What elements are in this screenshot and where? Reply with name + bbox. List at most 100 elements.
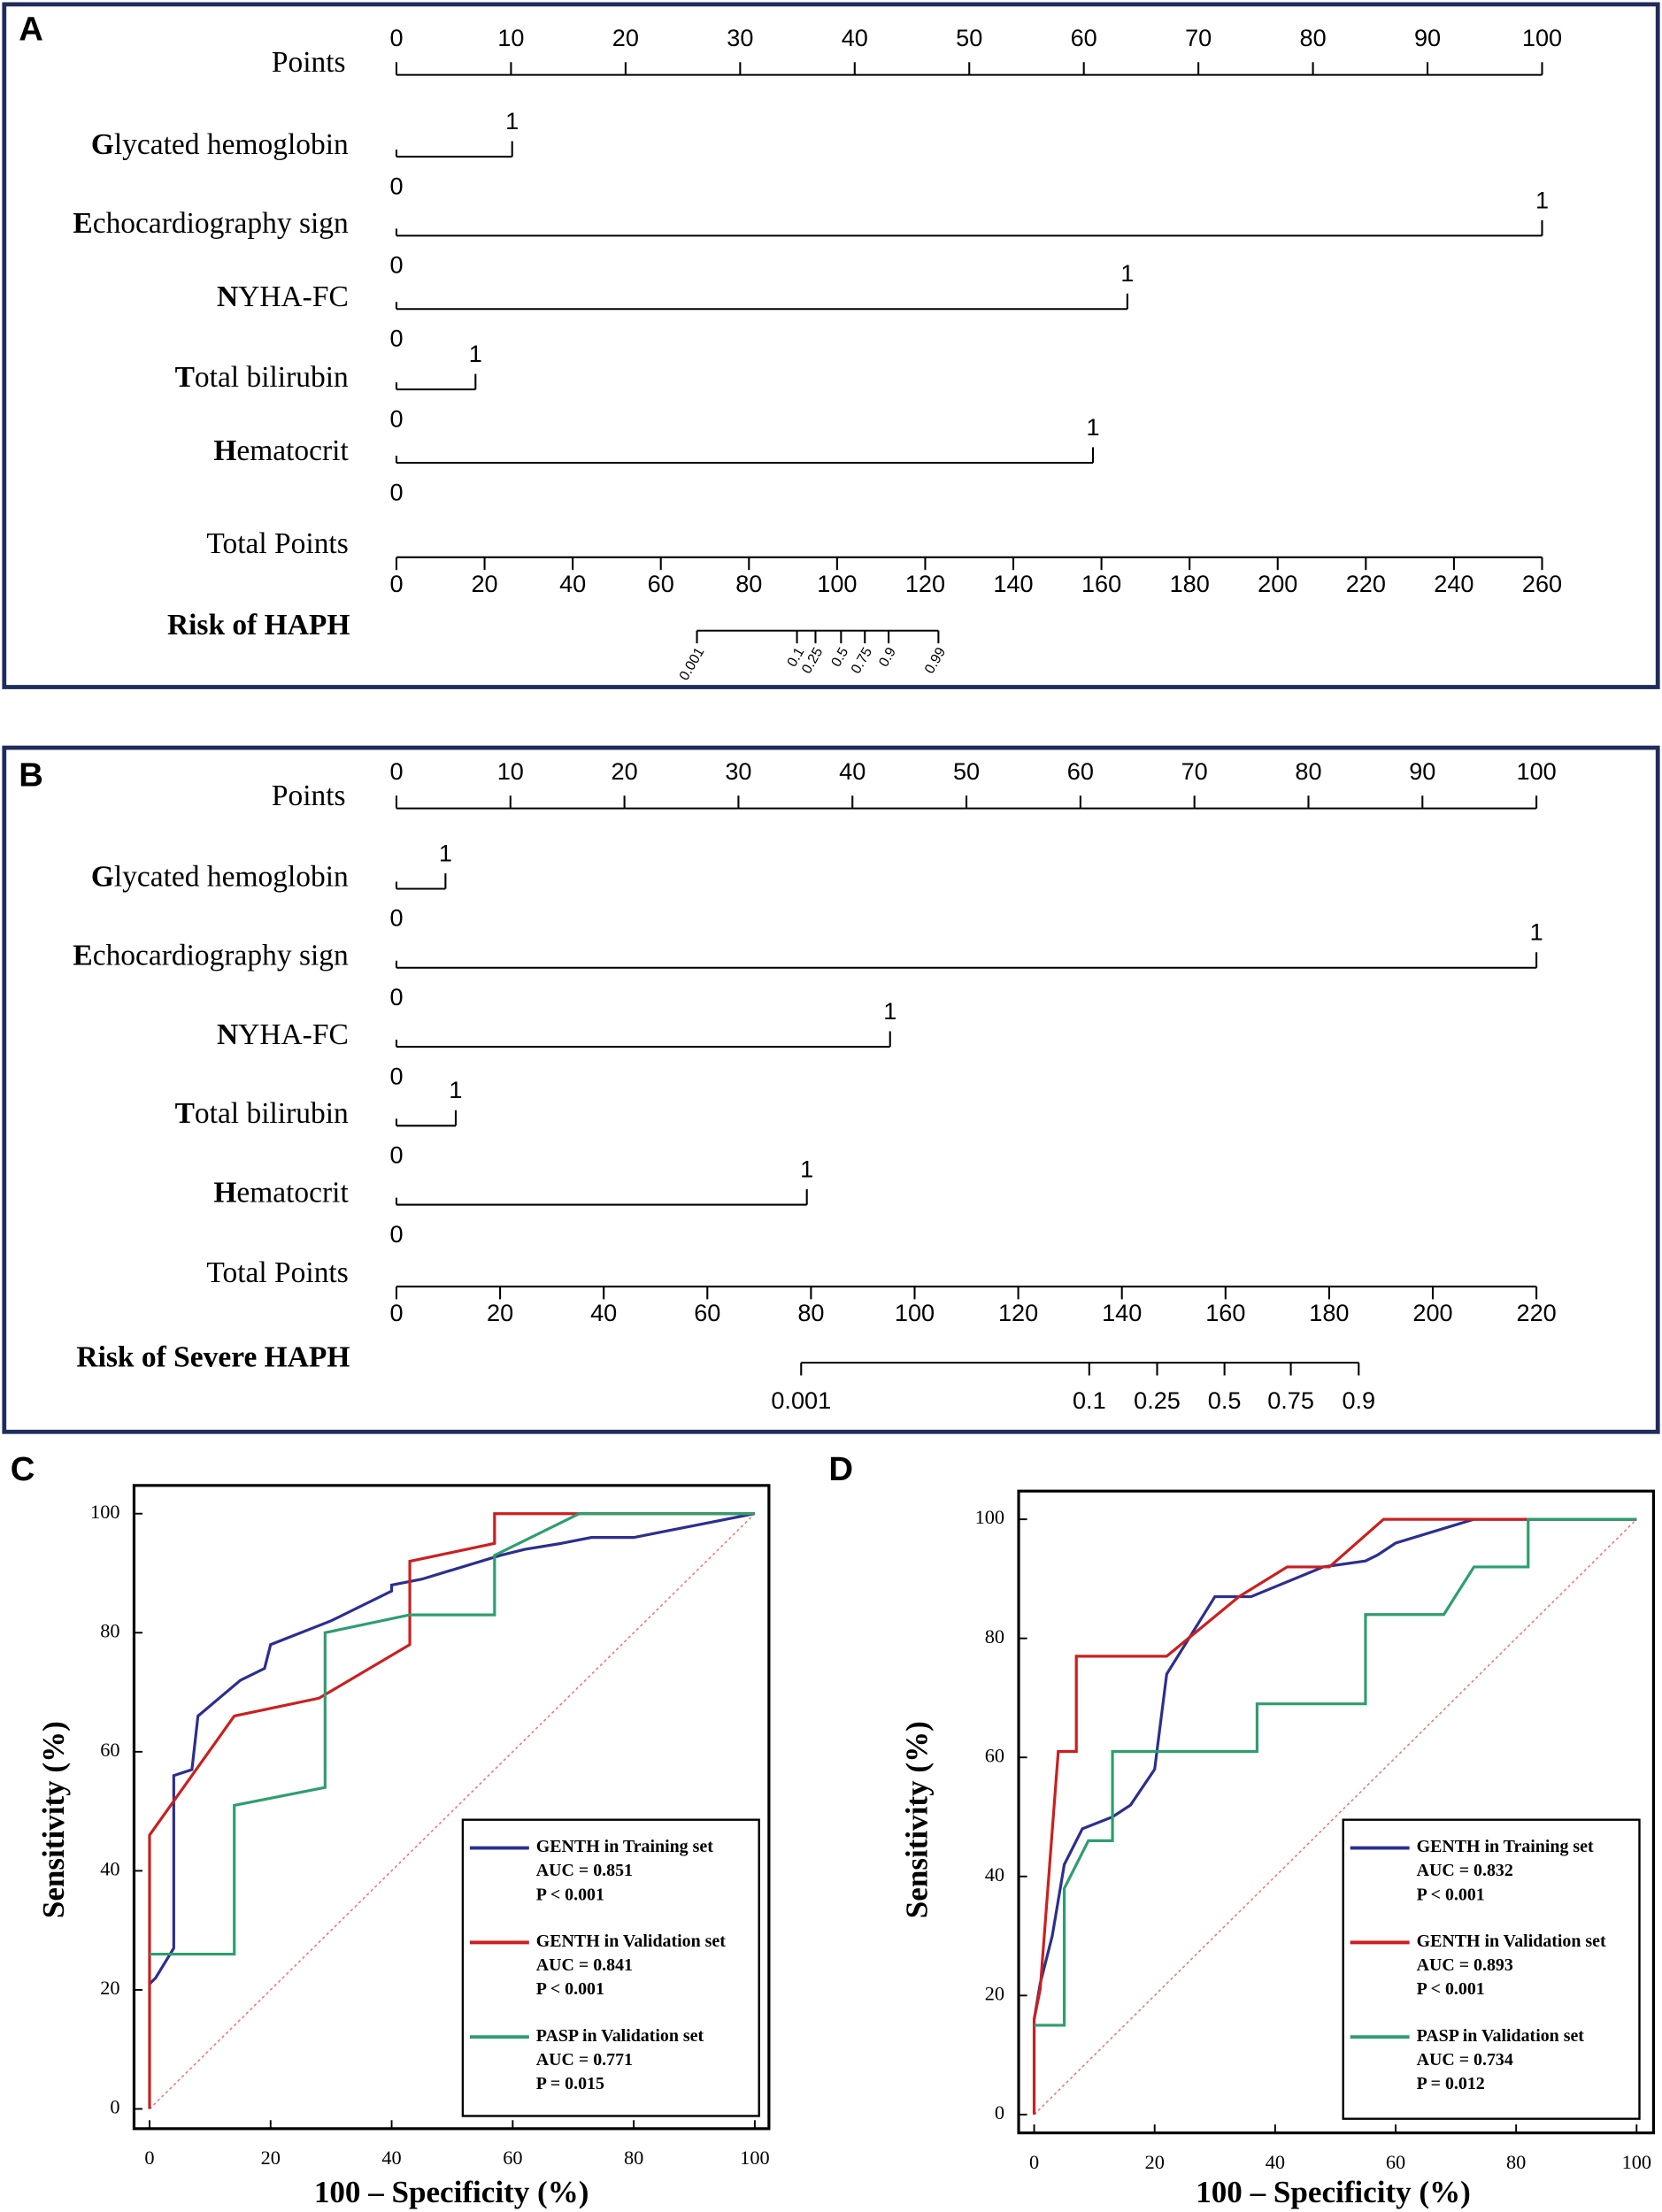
predictor-label: Hematocrit: [213, 434, 349, 467]
legend-auc: AUC = 0.893: [1417, 1955, 1513, 1975]
level-label: 0: [389, 1062, 403, 1089]
y-tick-label: 100: [975, 1506, 1004, 1528]
tick-label: 100: [1522, 24, 1562, 51]
axis-title: Points: [272, 46, 346, 79]
roc-curve: [1032, 1517, 1637, 2020]
x-axis-title: 100 – Specificity (%): [314, 2175, 589, 2209]
reference-line: [149, 1513, 756, 2110]
tick-label: 20: [612, 757, 638, 785]
x-tick-label: 60: [503, 2147, 522, 2169]
axis-title: Total Points: [206, 1256, 348, 1289]
level-label: 1: [449, 1076, 462, 1103]
tick-label: 80: [797, 1299, 824, 1326]
panel-border: [2, 2, 1660, 689]
y-axis-title: Sensitivity (%): [36, 1721, 71, 1918]
legend-auc: AUC = 0.734: [1417, 2050, 1513, 2070]
panel-letter: C: [11, 1450, 35, 1488]
legend-label: PASP in Validation set: [1417, 2026, 1585, 2046]
x-tick-label: 100: [1622, 2151, 1651, 2173]
level-label: 1: [1120, 259, 1134, 287]
tick-label: 30: [727, 24, 753, 51]
x-tick-label: 0: [1029, 2151, 1039, 2173]
predictor-label: NYHA-FC: [217, 280, 349, 313]
panel-border: [2, 745, 1660, 1434]
level-label: 1: [1535, 186, 1549, 213]
tick-label: 40: [839, 757, 866, 785]
tick-label: 80: [735, 570, 762, 597]
tick-label: 0.99: [922, 645, 949, 676]
tick-label: 0.001: [771, 1386, 831, 1414]
tick-label: 0.9: [876, 645, 899, 670]
legend-label: GENTH in Validation set: [536, 1932, 726, 1951]
legend-label: GENTH in Training set: [536, 1837, 713, 1856]
legend-auc: AUC = 0.832: [1417, 1861, 1513, 1880]
tick-label: 0: [389, 24, 403, 51]
roc-curve: [148, 1512, 756, 1985]
tick-label: 260: [1522, 570, 1562, 597]
tick-label: 0.1: [1073, 1386, 1106, 1414]
panel-letter: A: [19, 10, 43, 48]
legend-box: [461, 1818, 760, 2117]
tick-label: 220: [1517, 1299, 1557, 1326]
level-label: 1: [1530, 918, 1543, 946]
x-tick-label: 40: [381, 2147, 401, 2169]
legend-p: P < 0.001: [1417, 1885, 1485, 1904]
tick-label: 140: [993, 570, 1033, 597]
tick-label: 50: [956, 24, 982, 51]
tick-label: 0: [389, 570, 403, 597]
level-label: 0: [389, 478, 403, 505]
tick-label: 220: [1346, 570, 1386, 597]
level-label: 0: [389, 172, 403, 199]
plot-frame: [1017, 1489, 1656, 2135]
level-label: 1: [439, 839, 452, 866]
roc-panel: C 0 20 40 60 80 100 0 20 40 60 80 100 GENTH in Traini…: [11, 1450, 771, 2209]
legend-p: P < 0.001: [536, 1885, 604, 1904]
legend-p: P = 0.012: [1417, 2074, 1485, 2093]
y-tick-label: 100: [90, 1501, 119, 1523]
tick-label: 70: [1185, 24, 1212, 51]
tick-label: 0: [389, 757, 403, 785]
tick-label: 40: [559, 570, 586, 597]
y-tick-label: 20: [100, 1977, 119, 1999]
tick-label: 180: [1309, 1299, 1349, 1326]
x-tick-label: 20: [1145, 2151, 1165, 2173]
tick-label: 20: [471, 570, 497, 597]
legend-auc: AUC = 0.771: [536, 2050, 633, 2070]
y-axis-title: Sensitivity (%): [899, 1721, 934, 1918]
axis-title: Points: [272, 780, 346, 812]
y-tick-label: 60: [985, 1744, 1004, 1766]
tick-label: 200: [1258, 570, 1297, 597]
panel-letter: D: [828, 1450, 853, 1488]
level-label: 0: [389, 404, 403, 432]
legend-auc: AUC = 0.851: [536, 1861, 633, 1880]
x-tick-label: 20: [261, 2147, 281, 2169]
legend-label: GENTH in Training set: [1417, 1837, 1594, 1856]
tick-label: 80: [1295, 757, 1321, 785]
x-tick-label: 100: [740, 2147, 769, 2169]
y-tick-label: 40: [985, 1863, 1004, 1886]
tick-label: 0.001: [677, 645, 708, 683]
axis-title: Risk of HAPH: [167, 609, 350, 641]
level-label: 1: [1087, 413, 1100, 441]
tick-label: 0: [389, 1299, 403, 1326]
level-label: 0: [389, 1220, 403, 1248]
tick-label: 60: [648, 570, 674, 597]
level-label: 0: [389, 1141, 403, 1169]
x-tick-label: 60: [1386, 2151, 1405, 2173]
predictor-label: Total bilirubin: [175, 361, 349, 394]
level-label: 1: [800, 1155, 813, 1182]
y-tick-label: 0: [995, 2101, 1004, 2124]
tick-label: 40: [590, 1299, 617, 1326]
level-label: 1: [883, 997, 896, 1025]
tick-label: 60: [694, 1299, 720, 1326]
predictor-label: Echocardiography sign: [73, 207, 349, 240]
tick-label: 10: [497, 24, 524, 51]
legend-auc: AUC = 0.841: [536, 1955, 633, 1975]
legend-p: P < 0.001: [536, 1979, 604, 1999]
tick-label: 20: [612, 24, 639, 51]
level-label: 1: [469, 340, 482, 367]
tick-label: 100: [895, 1299, 935, 1326]
tick-label: 0.25: [1134, 1386, 1181, 1414]
